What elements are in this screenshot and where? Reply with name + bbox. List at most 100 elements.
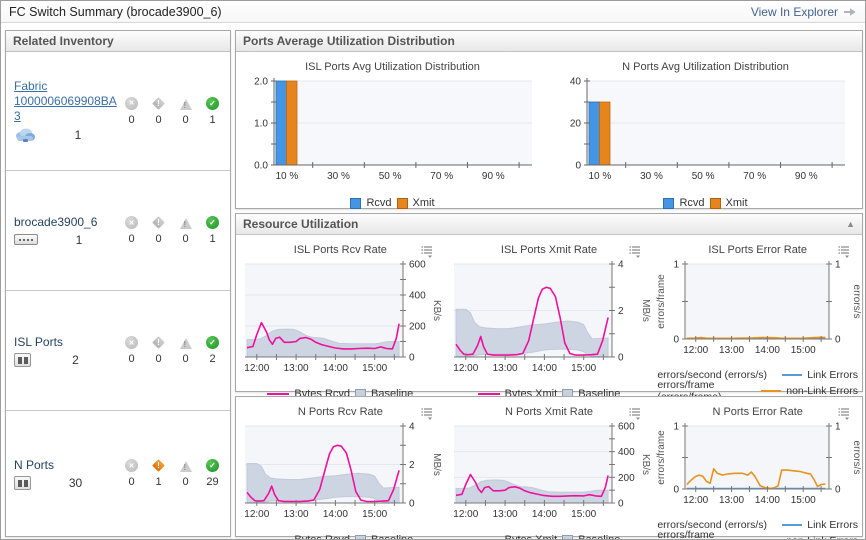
attention-icon xyxy=(152,97,165,110)
isl-ports-name: ISL Ports xyxy=(14,334,63,349)
svg-text:1: 1 xyxy=(835,260,841,271)
svg-text:90 %: 90 % xyxy=(794,171,817,182)
n-ports-xmit-rate-chart: N Ports Xmit Rate 0 200 400 600 KB/s 12:00 13:… xyxy=(445,399,654,539)
collapse-icon[interactable]: ▲ xyxy=(846,219,855,229)
svg-text:50 %: 50 % xyxy=(378,171,401,182)
svg-text:errors/s: errors/s xyxy=(851,285,861,319)
svg-text:KB/s: KB/s xyxy=(431,300,442,321)
warning-icon xyxy=(179,218,192,229)
port-icon xyxy=(14,475,31,490)
svg-text:0: 0 xyxy=(618,499,624,510)
svg-text:0: 0 xyxy=(409,353,415,364)
error-icon xyxy=(125,336,138,349)
chart-options-icon[interactable] xyxy=(629,245,641,263)
svg-text:2: 2 xyxy=(618,306,624,317)
svg-text:KB/s: KB/s xyxy=(640,454,651,475)
svg-text:2: 2 xyxy=(409,460,415,471)
svg-text:0: 0 xyxy=(835,485,841,496)
svg-text:0: 0 xyxy=(673,335,679,346)
port-icon xyxy=(14,352,31,367)
svg-text:1.0: 1.0 xyxy=(254,119,268,130)
sidebar-item-switch[interactable]: brocade3900_6 1 0 0 0 1 xyxy=(6,170,230,290)
chart-options-icon[interactable] xyxy=(629,407,641,425)
error-icon xyxy=(125,96,138,110)
n-ports-rcv-rate-chart: N Ports Rcv Rate 0 2 4 MB/s 12:00 13:00 14:00 1… xyxy=(236,399,445,539)
svg-text:12:00: 12:00 xyxy=(683,345,708,356)
n-err-legend: errors/second (errors/s) Link Errors error… xyxy=(657,519,859,540)
ok-icon xyxy=(206,96,219,110)
view-in-explorer-link[interactable]: View In Explorer xyxy=(751,5,857,19)
ok-icon xyxy=(206,459,219,472)
svg-text:0: 0 xyxy=(409,499,415,510)
svg-text:70 %: 70 % xyxy=(743,171,766,182)
related-inventory-panel: Related Inventory Fabric 1000006069908BA… xyxy=(5,30,231,537)
ok-icon xyxy=(206,216,219,229)
svg-text:15:00: 15:00 xyxy=(790,495,815,506)
n-ports-error-rate-chart: N Ports Error Rate 0 0 1 1 errors/s errors/fr… xyxy=(653,399,862,540)
chart-options-icon[interactable] xyxy=(421,245,433,263)
svg-text:600: 600 xyxy=(618,422,635,433)
n-util-distribution-chart: N Ports Avg Utilization Distribution 0 20… xyxy=(549,54,862,212)
item-count: 1 xyxy=(74,128,82,142)
svg-text:12:00: 12:00 xyxy=(453,509,478,520)
svg-text:20: 20 xyxy=(569,119,581,130)
ok-icon xyxy=(206,336,219,349)
chart-options-icon[interactable] xyxy=(838,407,850,425)
svg-text:70 %: 70 % xyxy=(430,171,453,182)
n-util-bars: 0 20 40 10 % 30 % 50 % 70 % 90 % xyxy=(557,75,855,194)
svg-text:13:00: 13:00 xyxy=(493,509,518,520)
svg-text:0: 0 xyxy=(835,335,841,346)
svg-text:12:00: 12:00 xyxy=(245,363,270,374)
svg-text:errors/frame: errors/frame xyxy=(656,430,667,485)
resource-utilization-panel: Resource Utilization ▲ ISL Ports Rcv Rat… xyxy=(235,213,863,403)
attention-icon xyxy=(152,459,165,472)
sidebar-item-n-ports[interactable]: N Ports 30 0 1 0 29 xyxy=(6,410,230,536)
svg-text:400: 400 xyxy=(409,291,426,302)
svg-text:15:00: 15:00 xyxy=(571,363,596,374)
svg-text:15:00: 15:00 xyxy=(790,345,815,356)
svg-text:90 %: 90 % xyxy=(481,171,504,182)
svg-text:15:00: 15:00 xyxy=(363,363,388,374)
svg-text:14:00: 14:00 xyxy=(532,363,557,374)
sidebar-item-isl-ports[interactable]: ISL Ports 2 0 0 0 2 xyxy=(6,290,230,410)
svg-text:14:00: 14:00 xyxy=(532,509,557,520)
item-count: 1 xyxy=(75,232,83,247)
item-count: 30 xyxy=(68,475,83,490)
sidebar-item-fabric[interactable]: Fabric 1000006069908BA3 1 0 0 0 1 xyxy=(6,52,230,170)
svg-text:600: 600 xyxy=(409,260,426,271)
fabric-link[interactable]: Fabric 1000006069908BA3 xyxy=(14,79,117,123)
isl-ports-rcv-rate-chart: ISL Ports Rcv Rate 0 200 400 600 KB/s 12:00 13… xyxy=(236,237,445,403)
isl-util-legend: Rcvd Xmit xyxy=(350,194,435,212)
svg-text:30 %: 30 % xyxy=(327,171,350,182)
attention-icon xyxy=(152,216,165,229)
ports-avg-utilization-header: Ports Average Utilization Distribution xyxy=(236,31,862,52)
n-xmit-legend: Bytes Xmit Baseline xyxy=(478,531,620,539)
svg-text:MB/s: MB/s xyxy=(431,453,442,476)
chart-options-icon[interactable] xyxy=(838,245,850,263)
error-icon xyxy=(125,216,138,229)
svg-text:10 %: 10 % xyxy=(275,171,298,182)
svg-text:12:00: 12:00 xyxy=(453,363,478,374)
ports-avg-utilization-panel: Ports Average Utilization Distribution I… xyxy=(235,30,863,209)
warning-icon xyxy=(179,98,192,110)
chart-options-icon[interactable] xyxy=(421,407,433,425)
svg-text:1: 1 xyxy=(673,260,679,271)
resource-utilization-header: Resource Utilization ▲ xyxy=(236,214,862,235)
svg-text:12:00: 12:00 xyxy=(683,495,708,506)
svg-text:14:00: 14:00 xyxy=(755,345,780,356)
svg-text:10 %: 10 % xyxy=(588,171,611,182)
attention-icon xyxy=(152,336,165,349)
svg-text:13:00: 13:00 xyxy=(284,363,309,374)
svg-text:200: 200 xyxy=(618,473,635,484)
page-title: FC Switch Summary (brocade3900_6) xyxy=(9,4,222,19)
svg-text:15:00: 15:00 xyxy=(571,509,596,520)
svg-text:400: 400 xyxy=(618,447,635,458)
svg-text:50 %: 50 % xyxy=(691,171,714,182)
svg-text:14:00: 14:00 xyxy=(755,495,780,506)
n-util-legend: Rcvd Xmit xyxy=(663,194,748,212)
svg-text:1: 1 xyxy=(673,422,679,433)
svg-text:13:00: 13:00 xyxy=(719,495,744,506)
switch-name: brocade3900_6 xyxy=(14,214,98,229)
svg-text:1: 1 xyxy=(835,422,841,433)
